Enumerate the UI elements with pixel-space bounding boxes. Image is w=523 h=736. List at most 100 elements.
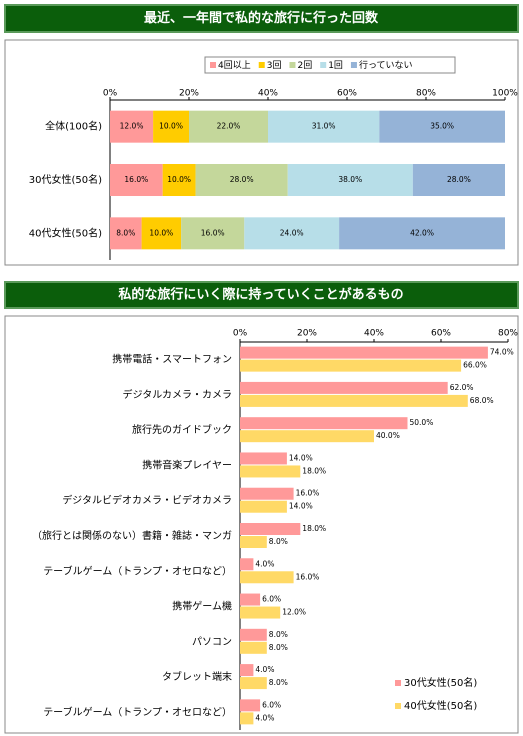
category-label: 30代女性(50名) xyxy=(29,173,102,186)
x-tick-label: 0% xyxy=(103,89,118,99)
value-label: 42.0% xyxy=(410,228,434,237)
value-label: 8.0% xyxy=(269,537,288,546)
category-label: 携帯電話・スマートフォン xyxy=(112,353,232,366)
bar xyxy=(240,465,301,478)
x-tick-label: 60% xyxy=(431,329,451,339)
value-label: 68.0% xyxy=(470,396,494,405)
bar xyxy=(240,593,261,606)
value-label: 18.0% xyxy=(302,524,326,533)
legend-label: 4回以上 xyxy=(218,60,251,71)
legend-label: 行っていない xyxy=(359,59,413,71)
legend-swatch xyxy=(210,62,216,68)
value-label: 4.0% xyxy=(255,713,274,722)
bar xyxy=(240,452,287,465)
header-bar xyxy=(4,4,519,33)
category-label: 携帯ゲーム機 xyxy=(172,600,232,613)
bar xyxy=(240,664,254,677)
value-label: 66.0% xyxy=(463,361,487,370)
value-label: 8.0% xyxy=(269,630,288,639)
bar-segment xyxy=(110,110,154,143)
bar xyxy=(240,558,254,571)
bar-segment xyxy=(195,164,288,196)
bar xyxy=(240,712,254,725)
bar xyxy=(240,430,374,443)
x-tick-label: 80% xyxy=(498,329,518,339)
bar xyxy=(240,699,261,712)
value-label: 24.0% xyxy=(280,228,304,237)
bar xyxy=(240,346,488,359)
bar xyxy=(240,394,468,407)
bar xyxy=(240,523,301,535)
bar-segment xyxy=(153,110,189,143)
x-tick-label: 80% xyxy=(416,89,436,99)
category-label: デジタルビデオカメラ・ビデオカメラ xyxy=(62,494,232,507)
value-label: 12.0% xyxy=(120,122,144,131)
category-label: 全体(100名) xyxy=(45,120,102,133)
value-label: 8.0% xyxy=(269,643,288,652)
value-label: 28.0% xyxy=(230,175,254,184)
legend-swatch xyxy=(289,62,296,68)
bar xyxy=(240,500,287,513)
value-label: 28.0% xyxy=(447,175,471,184)
value-label: 10.0% xyxy=(149,228,173,237)
value-label: 18.0% xyxy=(302,466,326,475)
bar-segment xyxy=(339,217,505,250)
legend-swatch xyxy=(395,680,401,686)
value-label: 10.0% xyxy=(167,175,191,184)
chart-title: 私的な旅行にいく際に持っていくことがあるもの xyxy=(118,287,403,303)
bar-segment xyxy=(244,217,340,250)
bar-segment xyxy=(412,164,505,196)
legend-box xyxy=(204,56,456,74)
bar xyxy=(240,677,267,690)
value-label: 8.0% xyxy=(116,228,135,237)
value-label: 14.0% xyxy=(289,453,313,462)
value-label: 16.0% xyxy=(296,572,320,581)
bar-segment xyxy=(181,217,245,250)
bar xyxy=(240,641,267,654)
bar-segment xyxy=(110,217,142,250)
value-label: 8.0% xyxy=(269,678,288,687)
legend-swatch xyxy=(258,62,265,68)
value-label: 38.0% xyxy=(338,175,362,184)
legend-label: 30代女性(50名) xyxy=(404,676,477,689)
category-label: テーブルゲーム（トランプ・オセロなど） xyxy=(43,564,232,577)
bar xyxy=(240,628,267,641)
x-tick-label: 40% xyxy=(364,329,384,339)
legend-label: 1回 xyxy=(328,60,343,71)
value-label: 50.0% xyxy=(410,418,434,427)
value-label: 6.0% xyxy=(262,700,281,709)
value-label: 62.0% xyxy=(450,383,474,392)
category-label: 40代女性(50名) xyxy=(29,226,102,239)
legend-label: 3回 xyxy=(267,60,282,71)
legend-label: 2回 xyxy=(297,60,312,71)
bar xyxy=(240,487,294,500)
value-label: 14.0% xyxy=(289,502,313,511)
bar-segment xyxy=(287,164,413,196)
x-tick-label: 0% xyxy=(233,329,248,339)
x-tick-label: 20% xyxy=(297,329,317,339)
legend-swatch xyxy=(350,62,357,68)
bar xyxy=(240,571,294,584)
value-label: 22.0% xyxy=(217,122,241,131)
category-label: デジタルカメラ・カメラ xyxy=(123,388,233,401)
value-label: 4.0% xyxy=(255,559,274,568)
bar-segment xyxy=(268,110,380,143)
chart-title: 最近、一年間で私的な旅行に行った回数 xyxy=(144,10,379,26)
value-label: 16.0% xyxy=(124,175,148,184)
legend-label: 40代女性(50名) xyxy=(404,699,477,712)
value-label: 35.0% xyxy=(430,122,454,131)
value-label: 40.0% xyxy=(376,431,400,440)
value-label: 31.0% xyxy=(312,122,336,131)
value-label: 12.0% xyxy=(282,608,306,617)
category-label: パソコン xyxy=(192,636,232,648)
bar xyxy=(240,606,281,619)
value-label: 74.0% xyxy=(490,348,514,357)
x-tick-label: 100% xyxy=(492,89,518,99)
category-label: テーブルゲーム（トランプ・オセロなど） xyxy=(43,705,232,718)
value-label: 16.0% xyxy=(296,489,320,498)
bar xyxy=(240,536,267,548)
legend-swatch xyxy=(395,703,401,709)
bar-segment xyxy=(110,164,163,196)
value-label: 16.0% xyxy=(201,228,225,237)
